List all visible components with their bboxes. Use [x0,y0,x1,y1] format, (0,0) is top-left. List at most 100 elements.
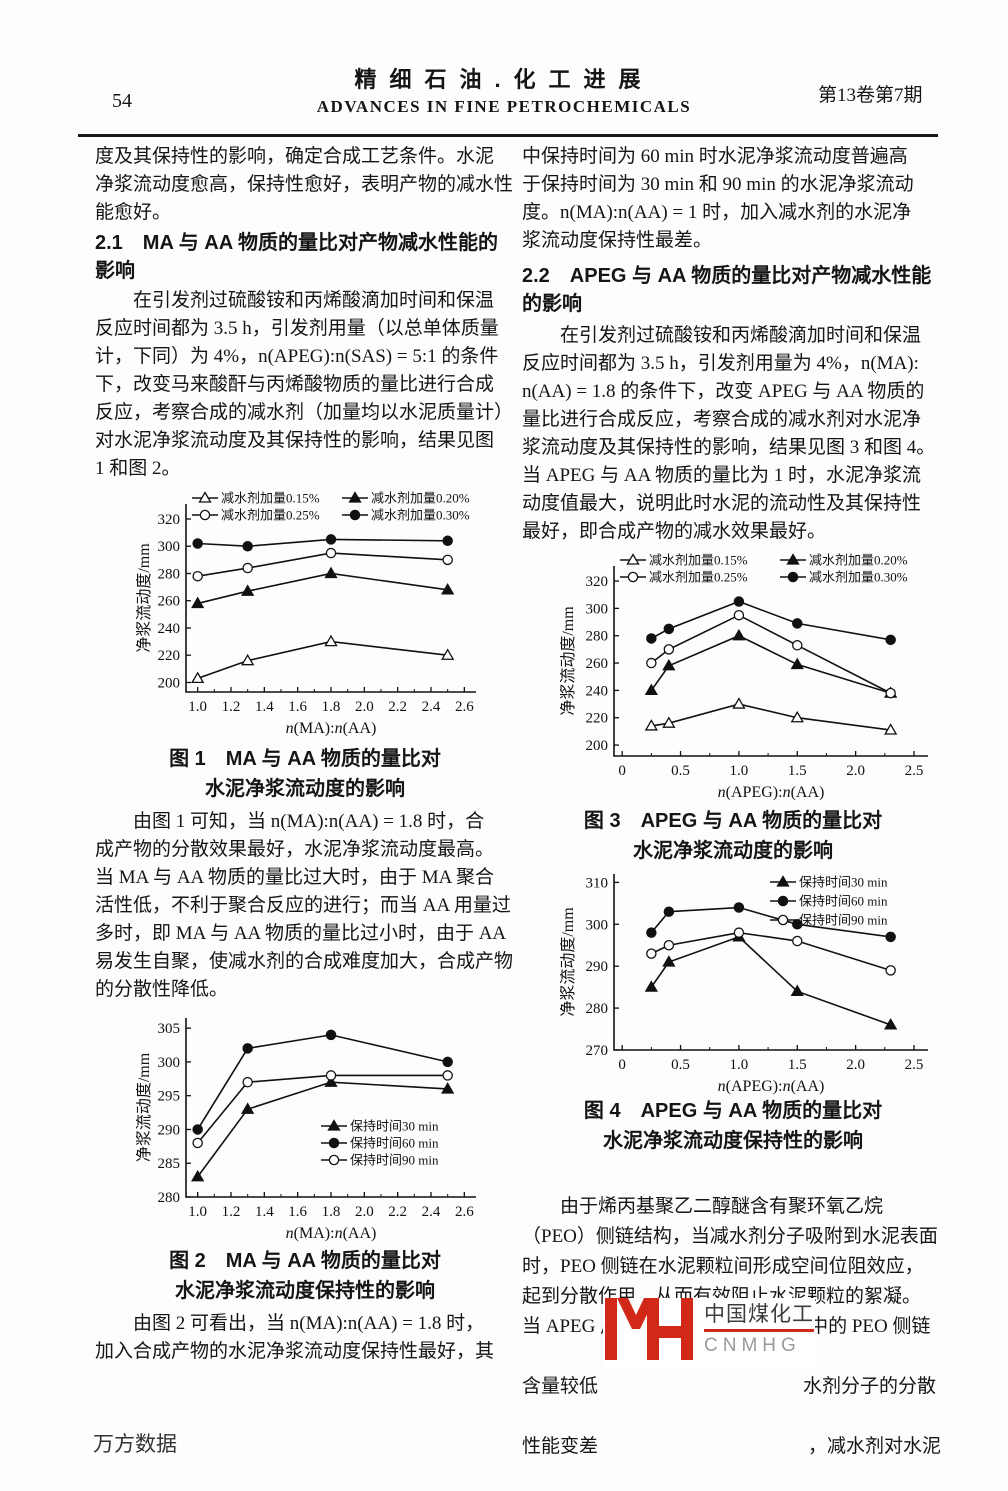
svg-text:1.0: 1.0 [188,1204,207,1220]
page-number: 54 [112,90,132,112]
svg-text:保持时间90 min: 保持时间90 min [350,1153,439,1168]
svg-text:285: 285 [158,1156,181,1172]
svg-text:n(MA):n(AA): n(MA):n(AA) [286,1225,377,1242]
svg-text:240: 240 [586,683,609,699]
svg-text:2.4: 2.4 [422,1204,441,1220]
svg-text:1.0: 1.0 [730,763,749,779]
svg-text:290: 290 [158,1122,181,1138]
svg-text:1.8: 1.8 [322,1204,341,1220]
journal-title-en: ADVANCES IN FINE PETROCHEMICALS [316,97,692,116]
figure3-caption: 图 3 APEG 与 AA 物质的量比对 水泥净浆流动度的影响 [583,810,883,862]
obscured-line-7-right: ，减水剂对水泥 [808,1436,942,1457]
figure1-chart: 200 220 240 260 280 300 320 1.0 1.2 1.4 1.6 1.8 2.0 2… [135,491,476,737]
svg-text:270: 270 [586,1043,609,1059]
paragraph-continuation: 度及其保持性的影响，确定合成工艺条件。水泥 净浆流动度愈高，保持性愈好，表明产物… [95,146,514,223]
svg-text:1.8: 1.8 [322,699,341,715]
svg-text:2.5: 2.5 [905,1057,924,1073]
svg-text:280: 280 [158,1190,181,1206]
svg-text:300: 300 [158,539,181,555]
watermark-subtitle: CNMHG [704,1335,801,1356]
svg-text:1.4: 1.4 [255,1204,274,1220]
svg-text:0: 0 [618,763,626,779]
svg-text:减水剂加量0.25%: 减水剂加量0.25% [649,570,748,585]
section-heading-2-1: 2.1 MA 与 AA 物质的量比对产物减水性能的 影响 [95,232,498,282]
svg-text:n(APEG):n(AA): n(APEG):n(AA) [718,784,825,801]
svg-text:280: 280 [586,1001,609,1017]
figure2-caption: 图 2 MA 与 AA 物质的量比对 水泥净浆流动度保持性的影响 [169,1250,441,1302]
svg-text:2.4: 2.4 [422,699,441,715]
svg-text:200: 200 [586,738,609,754]
paragraph-synthesis-conditions: 在引发剂过硫酸铵和丙烯酸滴加时间和保温 反应时间都为 3.5 h，引发剂用量（以… [95,290,514,479]
svg-text:净浆流动度/mm: 净浆流动度/mm [560,606,577,716]
svg-text:0: 0 [618,1057,626,1073]
figure4-caption: 图 4 APEG 与 AA 物质的量比对 水泥净浆流动度保持性的影响 [583,1100,883,1152]
svg-text:1.5: 1.5 [788,1057,807,1073]
cnmhg-watermark: 中国煤化工 CNMHG [603,1298,815,1368]
paragraph-apeg-conditions: 在引发剂过硫酸铵和丙烯酸滴加时间和保温 反应时间都为 3.5 h，引发剂用量为 … [522,325,936,542]
svg-text:保持时间60 min: 保持时间60 min [799,894,888,909]
svg-text:减水剂加量0.15%: 减水剂加量0.15% [221,491,320,506]
svg-text:260: 260 [586,656,609,672]
svg-text:减水剂加量0.25%: 减水剂加量0.25% [221,508,320,523]
wanfang-data-mark: 万方数据 [93,1433,177,1456]
figure3-chart: 200 220 240 260 280 300 320 0 0.5 1.0 1.5 2.0 2.5 净浆流… [559,553,928,801]
svg-text:1.6: 1.6 [288,1204,307,1220]
svg-text:2.2: 2.2 [388,699,407,715]
svg-text:2.6: 2.6 [455,1204,474,1220]
svg-text:1.0: 1.0 [188,699,207,715]
svg-text:305: 305 [158,1021,181,1037]
volume-issue: 第13卷第7期 [818,85,923,106]
paragraph-fig1-discussion: 由图 1 可知，当 n(MA):n(AA) = 1.8 时，合 成产物的分散效果… [95,811,514,1000]
svg-text:220: 220 [158,648,181,664]
obscured-line-7-left: 性能变差 [522,1436,599,1457]
svg-text:240: 240 [158,621,181,637]
svg-text:1.4: 1.4 [255,699,274,715]
svg-text:1.5: 1.5 [788,763,807,779]
svg-text:减水剂加量0.20%: 减水剂加量0.20% [371,491,470,506]
header-rule [78,134,938,137]
svg-text:2.0: 2.0 [846,763,865,779]
paragraph-fig2-discussion: 由图 2 可看出，当 n(MA):n(AA) = 1.8 时， 加入合成产物的水… [95,1313,495,1362]
svg-text:2.0: 2.0 [355,699,374,715]
svg-text:0.5: 0.5 [671,1057,690,1073]
obscured-line-6-left: 含量较低 [522,1376,599,1397]
cnmhg-logo-icon [605,1298,693,1360]
svg-text:310: 310 [586,875,609,891]
svg-text:200: 200 [158,675,181,691]
figure4-container: 270 280 290 300 310 0 0.5 1.0 1.5 2.0 2.5 净浆流动度/mm n… [559,866,942,1101]
svg-text:2.2: 2.2 [388,1204,407,1220]
svg-text:减水剂加量0.30%: 减水剂加量0.30% [809,570,908,585]
svg-text:0.5: 0.5 [671,763,690,779]
svg-text:保持时间90 min: 保持时间90 min [799,913,888,928]
svg-text:260: 260 [158,594,181,610]
obscured-line-6-right: 水剂分子的分散 [803,1376,937,1397]
svg-text:保持时间30 min: 保持时间30 min [799,875,888,890]
figure4-chart: 270 280 290 300 310 0 0.5 1.0 1.5 2.0 2.5 净浆流动度/mm n… [559,874,928,1095]
svg-text:290: 290 [586,959,609,975]
svg-text:2.6: 2.6 [455,699,474,715]
figure3-container: 200 220 240 260 280 300 320 0 0.5 1.0 1.5 2.0 2.5 净浆流… [559,552,942,807]
svg-text:300: 300 [586,917,609,933]
svg-text:295: 295 [158,1089,181,1105]
svg-text:减水剂加量0.30%: 减水剂加量0.30% [371,508,470,523]
svg-text:减水剂加量0.15%: 减水剂加量0.15% [649,553,748,568]
figure1-caption: 图 1 MA 与 AA 物质的量比对 水泥净浆流动度的影响 [169,748,441,800]
svg-text:保持时间60 min: 保持时间60 min [350,1136,439,1151]
svg-text:保持时间30 min: 保持时间30 min [350,1119,439,1134]
svg-text:300: 300 [158,1055,181,1071]
svg-text:220: 220 [586,711,609,727]
figure2-container: 280 285 290 295 300 305 1.0 1.2 1.4 1.6 1.8 2.0 2.2 2… [135,1008,488,1248]
figure2-chart: 280 285 290 295 300 305 1.0 1.2 1.4 1.6 1.8 2.0 2.2 2… [135,1018,476,1242]
svg-text:n(MA):n(AA): n(MA):n(AA) [286,720,377,737]
paragraph-retention-comparison: 中保持时间为 60 min 时水泥净浆流动度普遍高 于保持时间为 30 min … [522,146,914,251]
svg-text:280: 280 [586,629,609,645]
svg-text:320: 320 [158,512,181,528]
svg-text:1.6: 1.6 [288,699,307,715]
svg-text:2.0: 2.0 [355,1204,374,1220]
svg-text:1.0: 1.0 [730,1057,749,1073]
svg-text:2.0: 2.0 [846,1057,865,1073]
svg-text:减水剂加量0.20%: 减水剂加量0.20% [809,553,908,568]
figure1-container: 200 220 240 260 280 300 320 1.0 1.2 1.4 1.6 1.8 2.0 2… [135,490,488,743]
svg-text:1.2: 1.2 [222,1204,241,1220]
journal-title-cn: 精细石油.化工进展 [354,67,654,92]
